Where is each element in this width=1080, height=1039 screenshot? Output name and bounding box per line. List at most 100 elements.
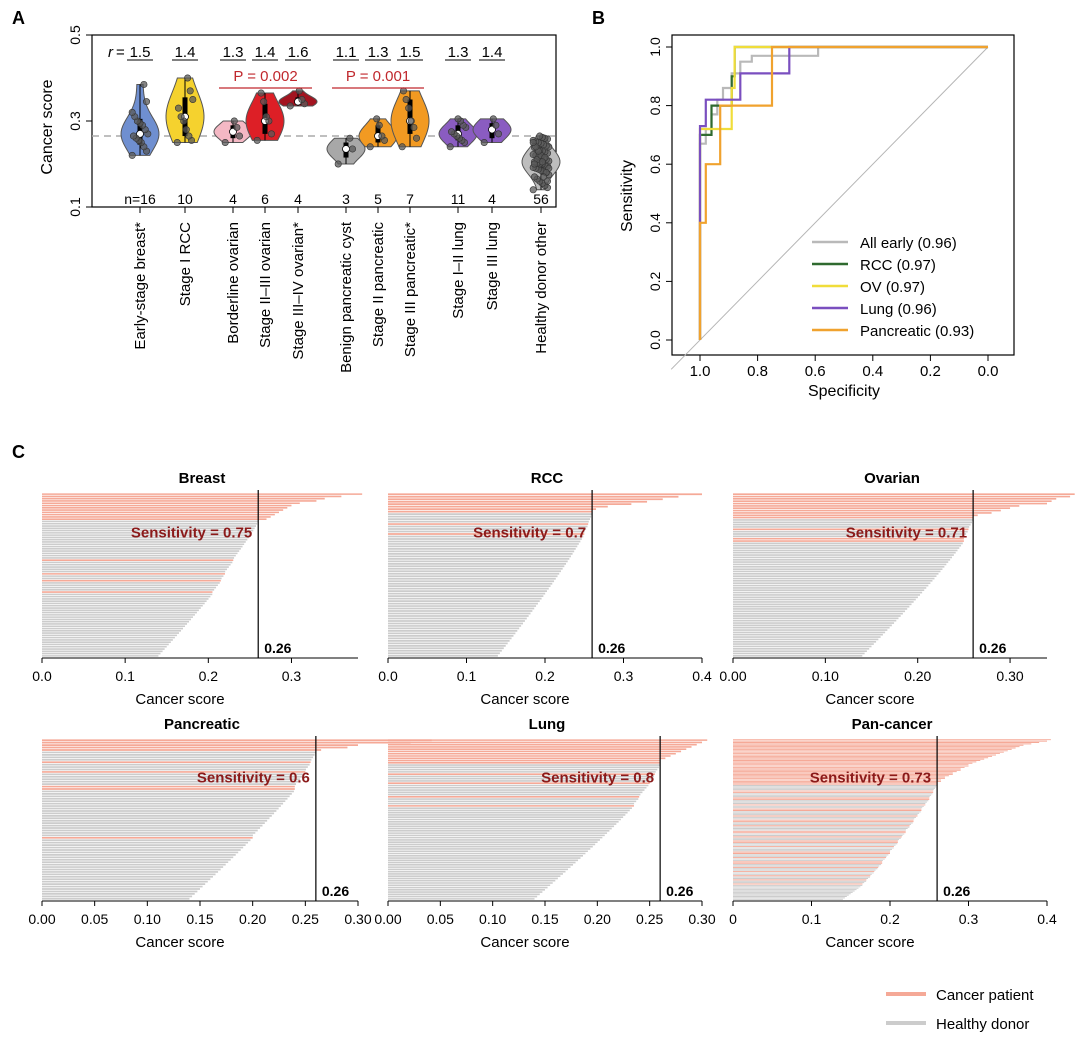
- data-point: [530, 173, 538, 181]
- x-tick-label: 0.2: [920, 363, 941, 380]
- r-value: 1.4: [255, 44, 276, 61]
- data-point: [402, 96, 410, 104]
- data-point: [260, 98, 268, 106]
- panel-title: Pan-cancer: [852, 716, 933, 733]
- data-point: [348, 145, 356, 153]
- x-tick-label: 0.15: [186, 911, 213, 927]
- x-tick-label: 0.30: [688, 911, 715, 927]
- violin-group: 4 1.6 Stage III–IV ovarian*: [278, 44, 318, 360]
- data-point: [143, 98, 151, 106]
- n-label: 3: [342, 191, 350, 207]
- data-point: [538, 158, 546, 166]
- data-point: [398, 143, 406, 151]
- data-point: [230, 117, 238, 125]
- sensitivity-label: Sensitivity = 0.8: [541, 769, 654, 786]
- x-tick-label: 0.00: [719, 668, 746, 684]
- panel-title: Pancreatic: [164, 716, 240, 733]
- legend-entry: All early (0.96): [860, 235, 957, 252]
- r-value: 1.6: [288, 44, 309, 61]
- x-tick-label: 0.25: [636, 911, 663, 927]
- n-label: 4: [488, 191, 496, 207]
- x-axis-label: Cancer score: [135, 934, 224, 951]
- y-axis-label: Cancer score: [39, 79, 56, 174]
- x-tick-label: 0.20: [904, 668, 931, 684]
- x-tick-label: 0.1: [802, 911, 822, 927]
- r-value: 1.3: [223, 44, 244, 61]
- data-point: [399, 87, 407, 95]
- data-point: [175, 104, 183, 112]
- x-tick-label: 0.05: [427, 911, 454, 927]
- category-label: Stage I RCC: [177, 222, 194, 306]
- x-axis-label: Cancer score: [825, 691, 914, 708]
- x-tick-label: 0: [729, 911, 737, 927]
- threshold-label: 0.26: [666, 883, 693, 899]
- panel-title: Lung: [529, 716, 566, 733]
- x-axis-label: Cancer score: [825, 934, 914, 951]
- data-point: [529, 186, 537, 194]
- x-tick-label: 0.2: [535, 668, 555, 684]
- n-label: 56: [533, 191, 549, 207]
- data-point: [184, 74, 192, 82]
- category-label: Stage II–III ovarian: [257, 222, 274, 348]
- violin-group: 4 1.3 Borderline ovarian: [213, 44, 253, 344]
- r-symbol: r: [108, 44, 114, 61]
- x-tick-label: 0.6: [805, 363, 826, 380]
- r-equals: =: [116, 44, 125, 61]
- y-tick-label: 0.5: [67, 25, 83, 45]
- threshold-label: 0.26: [322, 883, 349, 899]
- sensitivity-label: Sensitivity = 0.71: [846, 524, 967, 541]
- data-point: [373, 115, 381, 123]
- panel-label-b: B: [592, 8, 605, 28]
- violin-group: 56 Healthy donor other: [521, 132, 561, 354]
- x-tick-label: 0.25: [292, 911, 319, 927]
- data-point: [480, 139, 488, 147]
- panel-title: RCC: [531, 470, 564, 487]
- x-tick-label: 1.0: [690, 363, 711, 380]
- data-point: [540, 173, 548, 181]
- x-tick-label: 0.8: [747, 363, 768, 380]
- legend-entry: RCC (0.97): [860, 257, 936, 274]
- violin-group: 4 1.4 Stage III lung: [472, 44, 512, 310]
- x-tick-label: 0.4: [1037, 911, 1057, 927]
- x-tick-label: 0.15: [531, 911, 558, 927]
- x-tick-label: 0.0: [978, 363, 999, 380]
- threshold-label: 0.26: [979, 640, 1006, 656]
- data-point: [530, 160, 538, 168]
- data-point: [298, 96, 306, 104]
- violin-group: 7 1.5 Stage III pancreatic*: [390, 44, 430, 357]
- category-label: Benign pancreatic cyst: [338, 221, 355, 373]
- data-point: [257, 89, 265, 97]
- r-value: 1.5: [130, 44, 151, 61]
- iqr-box: [407, 99, 413, 134]
- data-point: [447, 128, 455, 136]
- category-label: Stage III pancreatic*: [402, 222, 419, 357]
- data-point: [233, 123, 241, 131]
- data-point: [412, 134, 420, 142]
- data-point: [334, 160, 342, 168]
- data-point: [489, 115, 497, 123]
- panel-c-waterfall-plots: 0.0 0.1 0.2 0.3 0.26 Breast Sensitivity = 0.75…: [28, 470, 1075, 951]
- x-axis-label: Cancer score: [480, 934, 569, 951]
- y-tick-label: 0.3: [67, 111, 83, 131]
- data-point: [446, 143, 454, 151]
- waterfall-panel: 0.00 0.10 0.20 0.30 0.26 Ovarian Sensitivity =…: [719, 470, 1075, 708]
- data-point: [173, 139, 181, 147]
- x-tick-label: 0.00: [28, 911, 55, 927]
- n-label: 6: [261, 191, 269, 207]
- x-tick-label: 0.3: [614, 668, 634, 684]
- x-tick-label: 0.4: [862, 363, 883, 380]
- violin-group: 3 1.1 Benign pancreatic cyst: [326, 44, 366, 373]
- n-label: 5: [374, 191, 382, 207]
- x-tick-label: 0.3: [959, 911, 979, 927]
- legend-cancer-label: Cancer patient: [936, 987, 1034, 1004]
- category-label: Stage III lung: [484, 222, 501, 310]
- x-tick-label: 0.10: [812, 668, 839, 684]
- p-value-label: P = 0.002: [233, 68, 297, 85]
- y-tick-label: 0.4: [647, 213, 663, 233]
- category-label: Stage I–II lung: [450, 222, 467, 319]
- y-tick-label: 0.6: [647, 154, 663, 174]
- legend-healthy-label: Healthy donor: [936, 1016, 1029, 1033]
- x-tick-label: 0.30: [996, 668, 1023, 684]
- x-tick-label: 0.1: [457, 668, 477, 684]
- panel-b-frame: [671, 34, 1015, 356]
